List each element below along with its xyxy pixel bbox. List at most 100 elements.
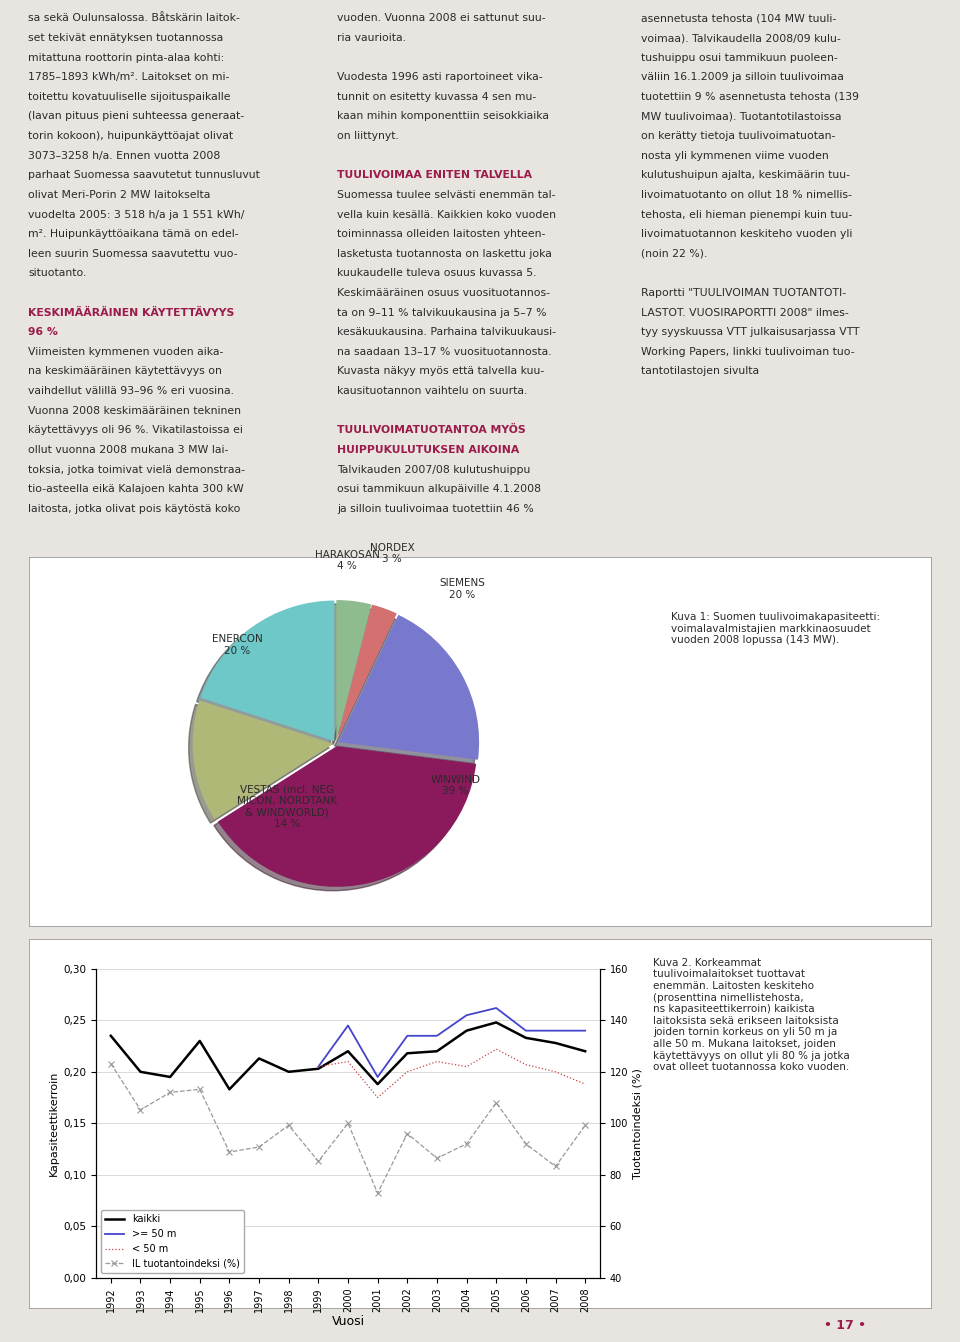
kaikki (283, 1064, 295, 1080)
Text: kesäkuukausina. Parhaina talvikuukausi-: kesäkuukausina. Parhaina talvikuukausi- (337, 327, 556, 337)
kaikki (580, 1043, 591, 1059)
kaikki (164, 1068, 176, 1084)
>= 50 m (461, 1006, 472, 1023)
< 50 m (343, 1053, 354, 1070)
Text: toiminnassa olleiden laitosten yhteen-: toiminnassa olleiden laitosten yhteen- (337, 229, 545, 239)
Text: tio-asteella eikä Kalajoen kahta 300 kW: tio-asteella eikä Kalajoen kahta 300 kW (29, 484, 244, 494)
kaikki (461, 1023, 472, 1039)
>= 50 m (520, 1023, 532, 1039)
>= 50 m (343, 1017, 354, 1033)
Text: SIEMENS
20 %: SIEMENS 20 % (440, 578, 486, 600)
< 50 m (491, 1041, 502, 1057)
kaikki (343, 1043, 354, 1059)
Text: asennetusta tehosta (104 MW tuuli-: asennetusta tehosta (104 MW tuuli- (641, 13, 836, 23)
Text: leen suurin Suomessa saavutettu vuo-: leen suurin Suomessa saavutettu vuo- (29, 248, 238, 259)
< 50 m (461, 1059, 472, 1075)
kaikki (431, 1043, 443, 1059)
Text: parhaat Suomessa saavutetut tunnusluvut: parhaat Suomessa saavutetut tunnusluvut (29, 170, 260, 180)
Text: (noin 22 %).: (noin 22 %). (641, 248, 708, 259)
Text: Talvikauden 2007/08 kulutushuippu: Talvikauden 2007/08 kulutushuippu (337, 464, 531, 475)
>= 50 m (401, 1028, 413, 1044)
Text: Vuonna 2008 keskimääräinen tekninen: Vuonna 2008 keskimääräinen tekninen (29, 405, 241, 416)
Text: ollut vuonna 2008 mukana 3 MW lai-: ollut vuonna 2008 mukana 3 MW lai- (29, 446, 228, 455)
>= 50 m (580, 1023, 591, 1039)
Text: vuodelta 2005: 3 518 h/a ja 1 551 kWh/: vuodelta 2005: 3 518 h/a ja 1 551 kWh/ (29, 209, 245, 220)
IL tuotantoindeksi (%) (580, 1118, 591, 1134)
Text: laitosta, jotka olivat pois käytöstä koko: laitosta, jotka olivat pois käytöstä kok… (29, 503, 241, 514)
IL tuotantoindeksi (%) (520, 1135, 532, 1151)
Text: väliin 16.1.2009 ja silloin tuulivoimaa: väliin 16.1.2009 ja silloin tuulivoimaa (641, 72, 844, 82)
Text: Raportti "TUULIVOIMAN TUOTANTOTI-: Raportti "TUULIVOIMAN TUOTANTOTI- (641, 289, 847, 298)
Text: KESKIMÄÄRÄINEN KÄYTETTÄVYYS: KESKIMÄÄRÄINEN KÄYTETTÄVYYS (29, 307, 234, 318)
Text: HUIPPUKULUTUKSEN AIKOINA: HUIPPUKULUTUKSEN AIKOINA (337, 446, 519, 455)
kaikki (491, 1015, 502, 1031)
Text: m². Huipunkäyttöaikana tämä on edel-: m². Huipunkäyttöaikana tämä on edel- (29, 229, 239, 239)
Text: toksia, jotka toimivat vielä demonstraa-: toksia, jotka toimivat vielä demonstraa- (29, 464, 246, 475)
< 50 m (372, 1090, 383, 1106)
IL tuotantoindeksi (%) (431, 1150, 443, 1166)
IL tuotantoindeksi (%) (343, 1115, 354, 1131)
Text: ta on 9–11 % talvikuukausina ja 5–7 %: ta on 9–11 % talvikuukausina ja 5–7 % (337, 307, 546, 318)
kaikki (105, 1028, 116, 1044)
Text: tushuippu osui tammikuun puoleen-: tushuippu osui tammikuun puoleen- (641, 52, 838, 63)
Text: LASTOT. VUOSIRAPORTTI 2008" ilmes-: LASTOT. VUOSIRAPORTTI 2008" ilmes- (641, 307, 849, 318)
Text: MW tuulivoimaa). Tuotantotilastoissa: MW tuulivoimaa). Tuotantotilastoissa (641, 111, 842, 122)
kaikki (134, 1064, 146, 1080)
Text: voimaa). Talvikaudella 2008/09 kulu-: voimaa). Talvikaudella 2008/09 kulu- (641, 34, 841, 43)
Text: tunnit on esitetty kuvassa 4 sen mu-: tunnit on esitetty kuvassa 4 sen mu- (337, 91, 537, 102)
Text: sa sekä Oulunsalossa. Båtskärin laitok-: sa sekä Oulunsalossa. Båtskärin laitok- (29, 13, 240, 23)
IL tuotantoindeksi (%) (283, 1118, 295, 1134)
Wedge shape (337, 605, 396, 741)
< 50 m (313, 1059, 324, 1075)
kaikki (550, 1035, 562, 1051)
Text: ja silloin tuulivoimaa tuotettiin 46 %: ja silloin tuulivoimaa tuotettiin 46 % (337, 503, 534, 514)
Text: Kuva 1: Suomen tuulivoimakapasiteetti:
voimalavalmistajien markkinaosuudet
vuode: Kuva 1: Suomen tuulivoimakapasiteetti: v… (670, 612, 879, 646)
IL tuotantoindeksi (%) (134, 1102, 146, 1118)
X-axis label: Vuosi: Vuosi (331, 1315, 365, 1327)
IL tuotantoindeksi (%) (313, 1153, 324, 1169)
kaikki (520, 1029, 532, 1045)
Text: tantotilastojen sivulta: tantotilastojen sivulta (641, 366, 759, 377)
Text: Working Papers, linkki tuulivoiman tuo-: Working Papers, linkki tuulivoiman tuo- (641, 346, 855, 357)
Text: on kerätty tietoja tuulivoimatuotan-: on kerätty tietoja tuulivoimatuotan- (641, 132, 835, 141)
Text: osui tammikuun alkupäiville 4.1.2008: osui tammikuun alkupäiville 4.1.2008 (337, 484, 541, 494)
Text: 96 %: 96 % (29, 327, 59, 337)
IL tuotantoindeksi (%) (224, 1143, 235, 1159)
Wedge shape (201, 601, 334, 741)
Text: Keskimääräinen osuus vuosituotannos-: Keskimääräinen osuus vuosituotannos- (337, 289, 550, 298)
Text: kulutushuipun ajalta, keskimäärin tuu-: kulutushuipun ajalta, keskimäärin tuu- (641, 170, 851, 180)
Text: Kuvasta näkyy myös että talvella kuu-: Kuvasta näkyy myös että talvella kuu- (337, 366, 544, 377)
Text: HARAKOSAN
4 %: HARAKOSAN 4 % (315, 550, 380, 572)
Line: >= 50 m: >= 50 m (319, 1008, 586, 1076)
IL tuotantoindeksi (%) (164, 1084, 176, 1100)
Y-axis label: Kapasiteettikerroin: Kapasiteettikerroin (49, 1071, 59, 1176)
Line: kaikki: kaikki (110, 1023, 586, 1090)
Text: mitattuna roottorin pinta-alaa kohti:: mitattuna roottorin pinta-alaa kohti: (29, 52, 225, 63)
IL tuotantoindeksi (%) (372, 1185, 383, 1201)
Line: IL tuotantoindeksi (%): IL tuotantoindeksi (%) (108, 1060, 588, 1196)
Wedge shape (193, 701, 333, 819)
>= 50 m (550, 1023, 562, 1039)
< 50 m (580, 1076, 591, 1092)
IL tuotantoindeksi (%) (253, 1139, 265, 1155)
Text: TUULIVOIMATUOTANTOA MYÖS: TUULIVOIMATUOTANTOA MYÖS (337, 425, 526, 435)
>= 50 m (313, 1059, 324, 1075)
Text: kuukaudelle tuleva osuus kuvassa 5.: kuukaudelle tuleva osuus kuvassa 5. (337, 268, 537, 278)
Text: 1785–1893 kWh/m². Laitokset on mi-: 1785–1893 kWh/m². Laitokset on mi- (29, 72, 229, 82)
IL tuotantoindeksi (%) (491, 1095, 502, 1111)
Text: na keskimääräinen käytettävyys on: na keskimääräinen käytettävyys on (29, 366, 223, 377)
Wedge shape (218, 746, 476, 887)
IL tuotantoindeksi (%) (461, 1135, 472, 1151)
Text: kausituotannon vaihtelu on suurta.: kausituotannon vaihtelu on suurta. (337, 386, 528, 396)
Text: käytettävyys oli 96 %. Vikatilastoissa ei: käytettävyys oli 96 %. Vikatilastoissa e… (29, 425, 243, 435)
Text: tyy syyskuussa VTT julkaisusarjassa VTT: tyy syyskuussa VTT julkaisusarjassa VTT (641, 327, 860, 337)
>= 50 m (372, 1068, 383, 1084)
Text: vaihdellut välillä 93–96 % eri vuosina.: vaihdellut välillä 93–96 % eri vuosina. (29, 386, 234, 396)
IL tuotantoindeksi (%) (401, 1126, 413, 1142)
< 50 m (520, 1056, 532, 1072)
Text: on liittynyt.: on liittynyt. (337, 132, 399, 141)
Line: < 50 m: < 50 m (319, 1049, 586, 1098)
kaikki (372, 1076, 383, 1092)
Text: livoimatuotanto on ollut 18 % nimellis-: livoimatuotanto on ollut 18 % nimellis- (641, 191, 852, 200)
Text: olivat Meri-Porin 2 MW laitokselta: olivat Meri-Porin 2 MW laitokselta (29, 191, 211, 200)
